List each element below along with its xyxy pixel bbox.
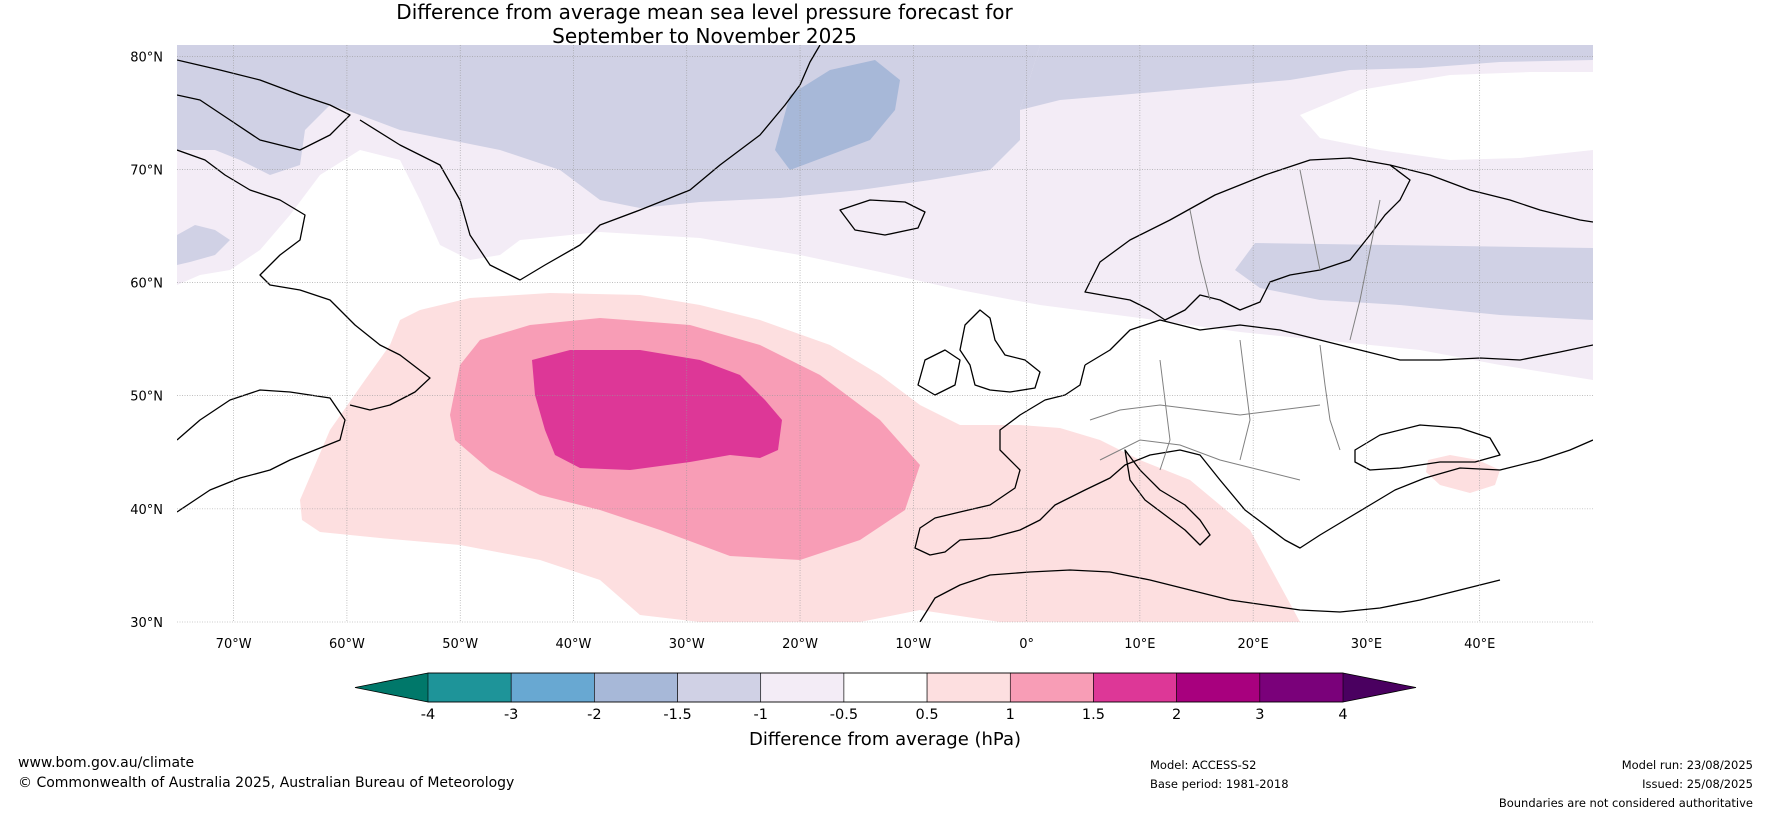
colorbar-tick-label: -3 xyxy=(504,707,518,723)
border-europe-4 xyxy=(1319,344,1341,451)
coastline-black-sea xyxy=(1354,424,1501,471)
border-russia-west xyxy=(1349,199,1381,341)
lon-tick-label: 60°W xyxy=(329,637,365,652)
lon-tick-label: 20°E xyxy=(1238,637,1269,652)
map-area xyxy=(177,45,1593,622)
footer-run-info: Model run: 23/08/2025 Issued: 25/08/2025… xyxy=(1499,756,1753,813)
base-period: Base period: 1981-2018 xyxy=(1150,777,1289,791)
border-finland xyxy=(1299,169,1321,271)
lon-tick-label: 30°W xyxy=(669,637,705,652)
page-title: Difference from average mean sea level p… xyxy=(0,0,1409,48)
colorbar-tick-label: -2 xyxy=(587,707,601,723)
colorbar: -4 -3 -2 -1.5 -1 -0.5 0.5 1 1.5 2 3 4 xyxy=(354,672,1417,723)
anomaly-fill-neutral-barents xyxy=(1300,72,1593,160)
colorbar-tick-label: -1 xyxy=(753,707,767,723)
lon-tick-label: 50°W xyxy=(442,637,478,652)
colorbar-tick-label: -1.5 xyxy=(663,707,691,723)
lon-tick-label: 10°W xyxy=(895,637,931,652)
title-line-2: September to November 2025 xyxy=(552,24,857,48)
issued-date: Issued: 25/08/2025 xyxy=(1642,777,1753,791)
coastline-italy xyxy=(1124,449,1211,546)
website-link[interactable]: www.bom.gov.au/climate xyxy=(18,755,195,771)
lon-tick-label: 40°E xyxy=(1464,637,1495,652)
coastline-iceland xyxy=(839,199,926,236)
coastline-britain xyxy=(959,309,1041,393)
lat-tick-label: 80°N xyxy=(130,50,163,65)
lat-tick-label: 40°N xyxy=(130,503,163,518)
footer-left: www.bom.gov.au/climate © Commonwealth of… xyxy=(18,754,514,793)
colorbar-over-arrow xyxy=(1343,673,1416,702)
colorbar-title: Difference from average (hPa) xyxy=(749,729,1021,750)
colorbar-bin xyxy=(1176,672,1261,703)
lat-tick-label: 70°N xyxy=(130,163,163,178)
coastline-north-africa xyxy=(919,569,1501,622)
coastline-scandinavia xyxy=(1084,157,1411,321)
lon-tick-label: 10°E xyxy=(1124,637,1155,652)
colorbar-bin xyxy=(1259,672,1344,703)
colorbar-bin xyxy=(926,672,1011,703)
lon-tick-label: 70°W xyxy=(216,637,252,652)
latitude-tick-labels: 80°N 70°N 60°N 50°N 40°N 30°N xyxy=(130,50,163,631)
anomaly-fill-pos-0.5-eastmed xyxy=(1426,455,1500,493)
coastline-finland-russia xyxy=(1389,164,1593,223)
coastline-north-europe xyxy=(1084,319,1593,366)
colorbar-tick-label: 1 xyxy=(1006,707,1015,723)
border-scandinavia xyxy=(1189,209,1211,301)
colorbar-bin xyxy=(594,672,678,703)
coastline-ireland xyxy=(917,349,961,396)
title-line-1: Difference from average mean sea level p… xyxy=(396,0,1013,24)
longitude-tick-labels: 70°W 60°W 50°W 40°W 30°W 20°W 10°W 0° 10°E 20°E 30… xyxy=(216,637,1496,652)
lon-tick-label: 30°E xyxy=(1351,637,1382,652)
lat-tick-label: 30°N xyxy=(130,616,163,631)
colorbar-tick-label: 0.5 xyxy=(916,707,939,723)
border-europe-3 xyxy=(1239,339,1251,461)
coastline-canada-south xyxy=(177,389,346,513)
anomaly-fill-neg-1-labrador xyxy=(177,225,230,265)
border-europe-1 xyxy=(1089,404,1321,421)
anomaly-fill-neg-1-arctic xyxy=(1020,45,1593,110)
colorbar-tick-label: 4 xyxy=(1338,707,1347,723)
colorbar-bin xyxy=(760,672,845,703)
model-name: Model: ACCESS-S2 xyxy=(1150,758,1257,772)
coastline-canada-north xyxy=(177,149,431,411)
lat-tick-label: 50°N xyxy=(130,390,163,405)
anomaly-fill-neg-1.5-greenland xyxy=(775,60,900,170)
model-run-date: Model run: 23/08/2025 xyxy=(1621,758,1753,772)
coastlines xyxy=(177,45,1593,622)
colorbar-tick-label: -0.5 xyxy=(830,707,858,723)
copyright-text: © Commonwealth of Australia 2025, Austra… xyxy=(18,774,515,791)
coastline-canada-arctic-islands xyxy=(177,59,351,151)
boundaries-disclaimer: Boundaries are not considered authoritat… xyxy=(1498,796,1753,810)
colorbar-outline xyxy=(354,672,1417,703)
lon-tick-label: 0° xyxy=(1019,637,1034,652)
colorbar-tick-label: 3 xyxy=(1255,707,1264,723)
colorbar-bin xyxy=(510,672,595,703)
colorbar-bin xyxy=(677,672,762,703)
country-borders xyxy=(1089,169,1381,481)
colorbar-bin xyxy=(1009,672,1094,703)
colorbar-tick-label: 1.5 xyxy=(1082,707,1105,723)
colorbar-under-arrow xyxy=(355,673,428,702)
coastline-greenland xyxy=(359,45,821,281)
colorbar-bin xyxy=(427,672,512,703)
border-europe-5 xyxy=(1099,439,1301,481)
lat-tick-label: 60°N xyxy=(130,277,163,292)
lon-tick-label: 40°W xyxy=(556,637,592,652)
graticule xyxy=(177,45,1593,623)
lon-tick-label: 20°W xyxy=(782,637,818,652)
colorbar-tick-label: -4 xyxy=(421,707,435,723)
border-europe-2 xyxy=(1159,359,1171,471)
colorbar-bin xyxy=(1093,672,1177,703)
anomaly-fill-pos-1.5 xyxy=(532,350,782,470)
coastline-europe-west xyxy=(914,364,1593,556)
anomaly-fill-neg-1-scandinavia xyxy=(1235,243,1593,320)
colorbar-bin xyxy=(843,672,928,703)
footer-model-info: Model: ACCESS-S2 Base period: 1981-2018 xyxy=(1150,756,1289,794)
colorbar-tick-label: 2 xyxy=(1172,707,1181,723)
